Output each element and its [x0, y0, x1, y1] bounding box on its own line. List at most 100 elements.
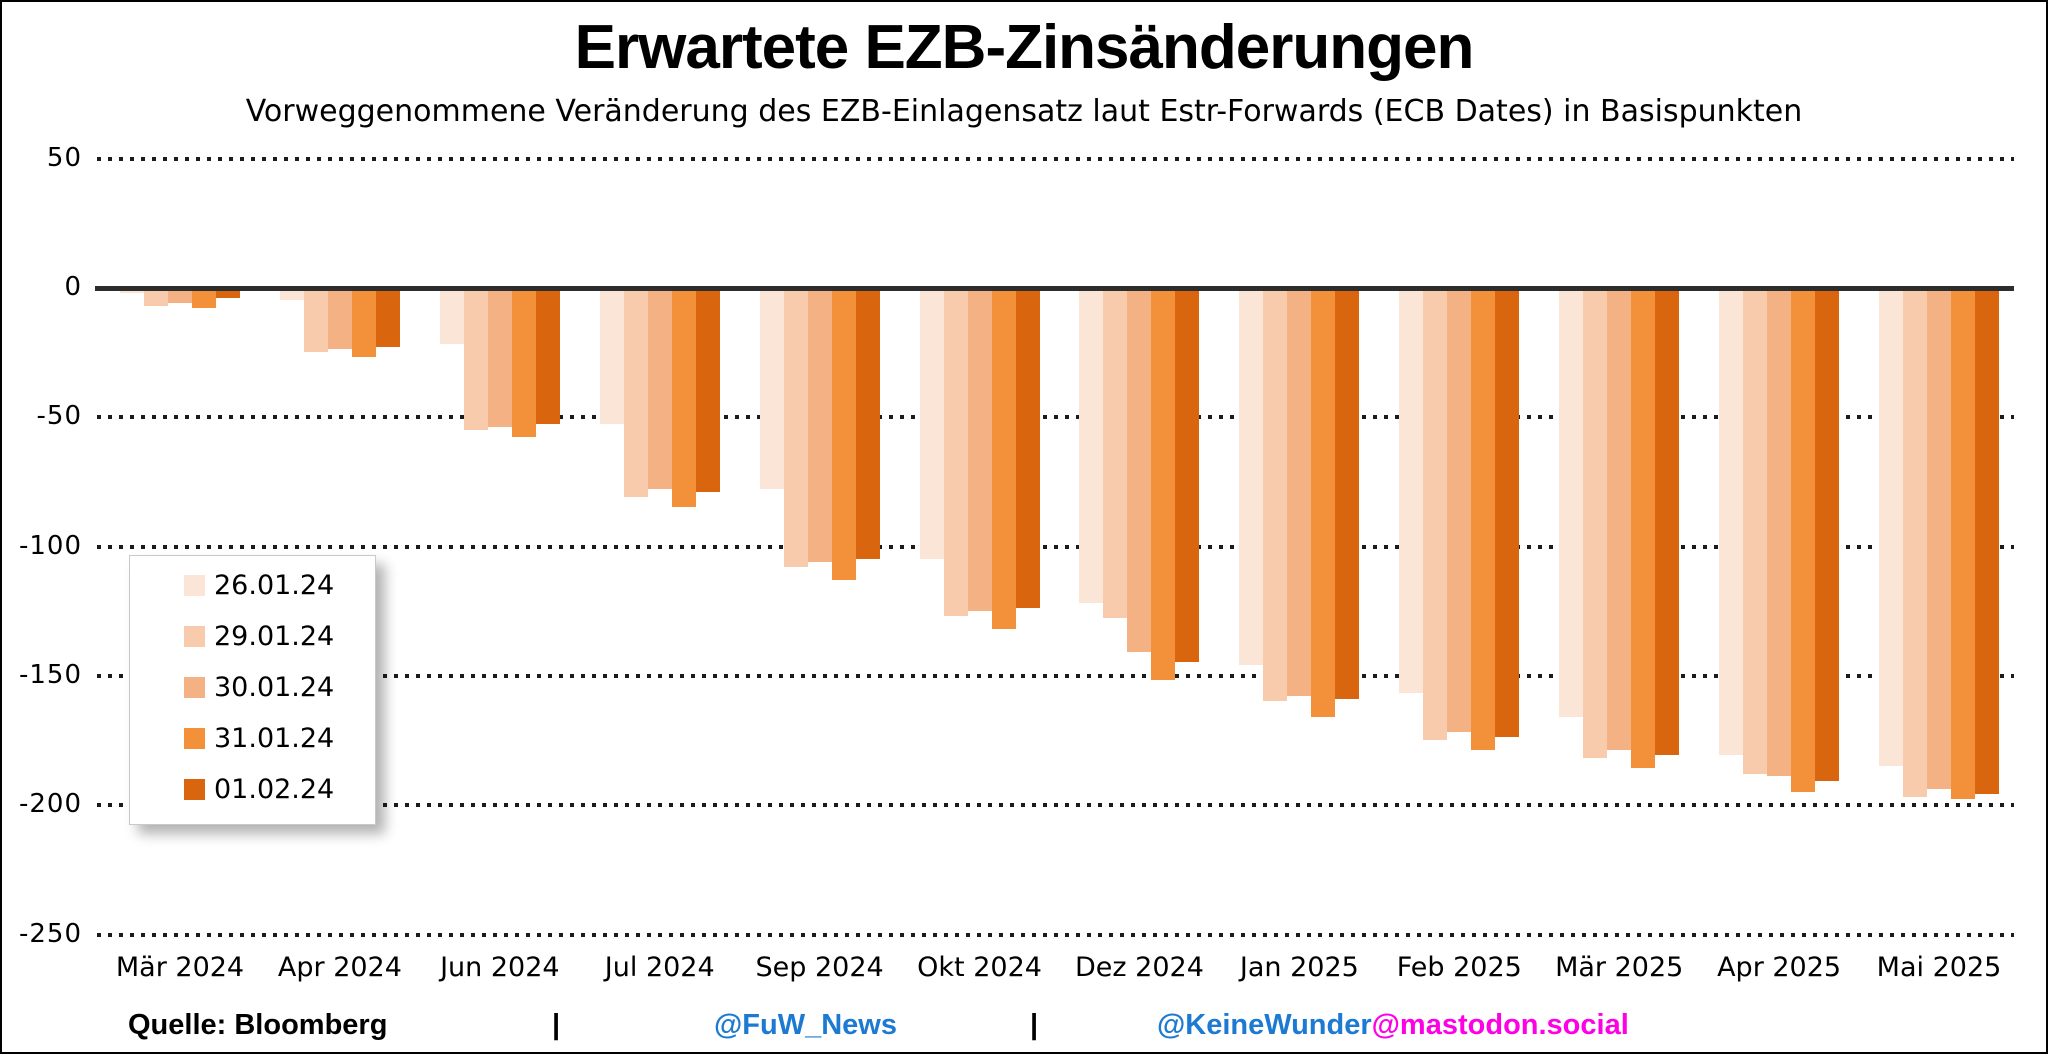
gridline — [97, 415, 2014, 420]
chart-title: Erwartete EZB-Zinsänderungen — [574, 13, 1475, 82]
bar — [1495, 290, 1520, 737]
bar — [303, 290, 328, 352]
bar — [967, 290, 992, 611]
legend-item: 01.02.24 — [184, 772, 334, 806]
legend-item: 26.01.24 — [184, 568, 334, 602]
bar — [1311, 290, 1336, 717]
x-tick-label: Jan 2025 — [1239, 952, 1359, 983]
bar — [1151, 290, 1176, 680]
bar — [1791, 290, 1816, 792]
bar — [1423, 290, 1448, 740]
bar — [599, 290, 624, 424]
separator: | — [552, 1009, 561, 1041]
bar — [1951, 290, 1975, 799]
bar — [759, 290, 784, 489]
bar — [1239, 290, 1264, 665]
bar — [919, 290, 944, 559]
legend-swatch — [184, 574, 205, 596]
x-tick-label: Mär 2024 — [115, 952, 245, 983]
gridline — [97, 803, 2014, 808]
gridline — [97, 156, 2014, 161]
y-tick-label: -150 — [18, 659, 82, 690]
legend-label: 29.01.24 — [214, 620, 335, 652]
legend-item: 31.01.24 — [184, 721, 334, 755]
chart-subtitle: Vorweggenommene Veränderung des EZB-Einl… — [245, 94, 1803, 129]
y-tick-label: -50 — [36, 401, 82, 432]
bar — [1335, 290, 1360, 699]
bar — [1015, 290, 1040, 608]
y-tick-label: -250 — [18, 918, 82, 949]
x-tick-label: Jul 2024 — [604, 952, 715, 983]
legend-item: 30.01.24 — [184, 670, 334, 704]
bar — [1655, 290, 1680, 755]
footer: Quelle: Bloomberg | @FuW_News | @KeineWu… — [2, 1009, 2046, 1051]
y-tick-label: 0 — [64, 271, 82, 302]
x-tick-label: Dez 2024 — [1075, 952, 1204, 983]
bar — [695, 290, 720, 492]
bar — [807, 290, 832, 562]
legend-swatch — [184, 676, 205, 698]
bar — [855, 290, 880, 559]
bar — [1719, 290, 1744, 755]
bar — [1583, 290, 1608, 758]
bar — [1927, 290, 1951, 789]
bar — [1103, 290, 1128, 618]
bar — [351, 290, 376, 357]
gridline — [97, 544, 2014, 549]
bar — [647, 290, 672, 489]
bar — [487, 290, 512, 427]
legend-item: 29.01.24 — [184, 619, 334, 653]
legend: 26.01.24 29.01.24 30.01.24 31.01.24 01.02.24 — [129, 555, 376, 825]
bar — [1127, 290, 1152, 652]
bar — [535, 290, 560, 424]
bar — [279, 290, 304, 300]
legend-label: 30.01.24 — [214, 671, 335, 703]
y-tick-label: 50 — [46, 142, 82, 173]
x-tick-label: Feb 2025 — [1396, 952, 1522, 983]
bar — [1631, 290, 1656, 768]
bar — [831, 290, 856, 580]
bar — [1471, 290, 1496, 750]
bar — [120, 290, 144, 293]
bar — [1175, 290, 1200, 662]
bar — [1287, 290, 1312, 696]
bar — [192, 290, 216, 308]
legend-label: 26.01.24 — [214, 569, 335, 601]
mastodon-handle-group: @KeineWunder@mastodon.social — [1157, 1009, 1629, 1042]
x-tick-label: Mai 2025 — [1876, 952, 2002, 983]
bar — [216, 290, 240, 298]
legend-label: 31.01.24 — [214, 722, 335, 754]
bar — [1879, 290, 1903, 766]
bar — [1903, 290, 1927, 797]
source-label: Quelle: Bloomberg — [128, 1009, 388, 1041]
legend-swatch — [184, 625, 205, 647]
x-tick-label: Mär 2025 — [1555, 952, 1684, 983]
bar — [511, 290, 536, 437]
legend-swatch — [184, 727, 205, 749]
legend-swatch — [184, 778, 205, 800]
mastodon-host: @mastodon.social — [1371, 1009, 1629, 1041]
bar — [327, 290, 352, 349]
bar — [463, 290, 488, 430]
bar — [991, 290, 1016, 629]
zero-line — [95, 286, 2014, 291]
bar — [1399, 290, 1424, 693]
bar — [1079, 290, 1104, 603]
bar — [1263, 290, 1288, 701]
bar — [1447, 290, 1472, 732]
bar — [1767, 290, 1792, 776]
bar — [168, 290, 192, 303]
bar — [1743, 290, 1768, 774]
bar — [783, 290, 808, 567]
bar — [671, 290, 696, 507]
gridline — [97, 673, 2014, 678]
x-tick-label: Jun 2024 — [440, 952, 560, 983]
y-tick-label: -200 — [18, 788, 82, 819]
bar — [1559, 290, 1584, 717]
y-tick-label: -100 — [18, 530, 82, 561]
x-tick-label: Apr 2024 — [277, 952, 402, 983]
twitter-handle: @FuW_News — [714, 1009, 897, 1041]
bar — [1975, 290, 1999, 794]
bar — [439, 290, 464, 344]
